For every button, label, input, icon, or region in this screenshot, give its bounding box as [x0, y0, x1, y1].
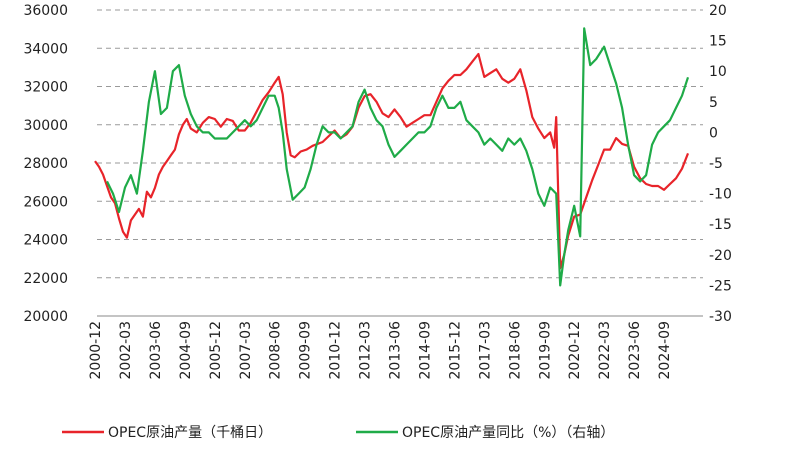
- x-tick-label: 2005-12: [208, 321, 224, 380]
- y-right-tick-label: 10: [709, 64, 727, 80]
- y-right-tick-label: -15: [709, 217, 732, 233]
- x-tick-label: 2017-03: [477, 321, 493, 380]
- x-tick-label: 2024-09: [657, 321, 673, 380]
- y-left-tick-label: 24000: [23, 233, 68, 249]
- x-tick-label: 2012-03: [358, 321, 374, 380]
- x-tick-label: 2020-12: [567, 321, 583, 380]
- y-left-tick-label: 26000: [23, 194, 68, 210]
- series-line-left: [94, 52, 690, 270]
- y-left-tick-label: 36000: [23, 3, 68, 19]
- x-tick-label: 2018-06: [507, 321, 523, 380]
- x-tick-label: 2003-06: [148, 321, 164, 380]
- y-left-tick-label: 28000: [23, 156, 68, 172]
- y-right-tick-label: -30: [709, 309, 732, 325]
- y-left-tick-label: 30000: [23, 118, 68, 134]
- y-right-tick-label: 0: [709, 125, 718, 141]
- y-left-tick-label: 22000: [23, 271, 68, 287]
- y-right-tick-label: 20: [709, 3, 727, 19]
- y-right-tick-label: 15: [709, 34, 727, 50]
- y-right-tick-label: -5: [709, 156, 723, 172]
- y-right-tick-label: 5: [709, 95, 718, 111]
- x-tick-label: 2019-09: [537, 321, 553, 380]
- x-tick-label: 2004-09: [178, 321, 194, 380]
- x-tick-label: 2022-03: [597, 321, 613, 380]
- x-tick-label: 2009-09: [298, 321, 314, 380]
- x-tick-label: 2014-09: [417, 321, 433, 380]
- series-line-right: [106, 27, 690, 287]
- x-tick-label: 2008-06: [268, 321, 284, 380]
- legend-label: OPEC原油产量（千桶日）: [108, 425, 272, 441]
- x-tick-label: 2013-06: [388, 321, 404, 380]
- x-tick-label: 2023-06: [627, 321, 643, 380]
- y-right-tick-label: -20: [709, 248, 732, 264]
- x-tick-label: 2010-12: [328, 321, 344, 380]
- x-tick-label: 2002-03: [118, 321, 134, 380]
- legend-label: OPEC原油产量同比（%）（右轴）: [402, 425, 614, 441]
- series-layer: [94, 27, 690, 287]
- x-tick-label: 2007-03: [238, 321, 254, 380]
- x-tick-label: 2015-12: [447, 321, 463, 380]
- y-right-tick-label: -25: [709, 278, 732, 294]
- axes: 20000 22000 24000 26000 28000 30000 32000 34000…: [23, 3, 731, 380]
- y-left-tick-label: 34000: [23, 41, 68, 57]
- y-right-tick-label: -10: [709, 187, 732, 203]
- y-left-tick-label: 20000: [23, 309, 68, 325]
- legend: OPEC原油产量（千桶日） OPEC原油产量同比（%）（右轴）: [62, 425, 614, 441]
- y-left-tick-label: 32000: [23, 80, 68, 96]
- x-tick-label: 2000-12: [88, 321, 104, 380]
